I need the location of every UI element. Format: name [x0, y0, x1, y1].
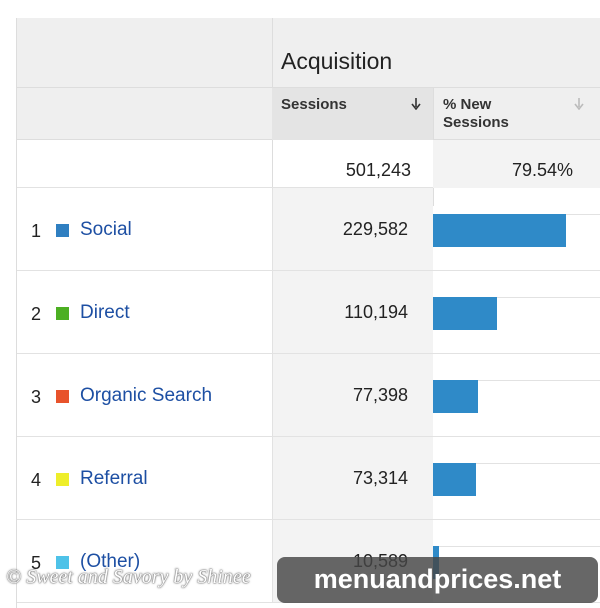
- group-header: [17, 18, 600, 88]
- divider: [272, 520, 273, 603]
- swatch: [56, 224, 69, 237]
- row: [17, 437, 600, 520]
- bar-track: [433, 380, 600, 381]
- bar: [433, 297, 497, 330]
- swatch: [56, 390, 69, 403]
- channel-link[interactable]: (Other): [80, 551, 141, 572]
- sorted-column-bg: [272, 88, 433, 140]
- column-label[interactable]: Sessions: [281, 96, 347, 113]
- sessions-bg: [272, 354, 433, 436]
- group-title: Acquisition: [281, 48, 393, 74]
- rank: 5: [31, 553, 42, 573]
- sessions-bg: [272, 437, 433, 519]
- watermark: menuandprices.net: [313, 564, 562, 594]
- channel-link[interactable]: Organic Search: [80, 385, 213, 406]
- total-new-sessions: 79.54%: [511, 160, 573, 180]
- watermark-box: [277, 557, 598, 603]
- rank: 4: [31, 470, 42, 490]
- total-sessions: 501,243: [345, 160, 411, 180]
- column-label[interactable]: % New Sessions: [443, 96, 509, 131]
- row: [17, 354, 600, 437]
- channel-link[interactable]: Direct: [80, 302, 130, 323]
- sessions-bg: [272, 271, 433, 353]
- sessions: 229,582: [342, 219, 408, 239]
- divider: [272, 271, 273, 354]
- sessions-bg: [272, 188, 433, 270]
- report-table: Acquisition Sessions % New Sessions 501,…: [16, 18, 600, 608]
- row: [17, 188, 600, 271]
- divider: [272, 437, 273, 520]
- bar: [433, 214, 567, 247]
- rank: 3: [31, 387, 42, 407]
- sessions: 73,314: [352, 468, 408, 488]
- channel-link[interactable]: Referral: [80, 468, 148, 489]
- sessions: 77,398: [352, 385, 408, 405]
- totals-bg: [433, 140, 600, 188]
- rank: 2: [31, 304, 42, 324]
- sessions: 110,194: [344, 302, 408, 322]
- totals-row: [17, 140, 600, 188]
- bar-track: [433, 297, 600, 298]
- channel-link[interactable]: Social: [80, 219, 132, 240]
- sort-icon[interactable]: [411, 98, 421, 110]
- bar: [433, 463, 476, 496]
- bar: [433, 380, 478, 413]
- swatch: [56, 307, 69, 320]
- bar-track: [433, 463, 600, 464]
- sort-icon[interactable]: [574, 98, 584, 110]
- divider: [272, 354, 273, 437]
- divider: [272, 188, 273, 271]
- swatch: [56, 556, 69, 569]
- watermark: © Sweet and Savory by Shinee: [6, 566, 251, 588]
- rank: 1: [31, 221, 42, 241]
- row: [17, 271, 600, 354]
- swatch: [56, 473, 69, 486]
- bar-track: [433, 546, 600, 547]
